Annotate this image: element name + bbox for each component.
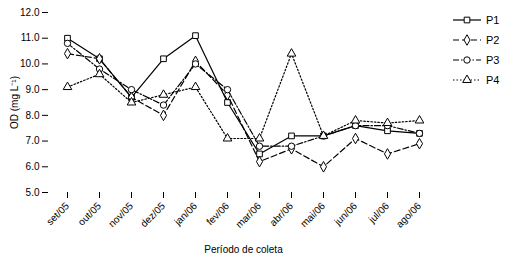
svg-text:dez/05: dez/05 (138, 200, 167, 229)
svg-text:8.0: 8.0 (26, 110, 40, 121)
svg-text:out/05: out/05 (76, 200, 104, 228)
svg-text:Período de coleta: Período de coleta (204, 244, 283, 255)
svg-text:12.0: 12.0 (20, 7, 40, 18)
svg-text:jun/06: jun/06 (331, 200, 359, 228)
svg-text:mar/06: mar/06 (233, 200, 263, 230)
svg-text:OD (mg L⁻¹): OD (mg L⁻¹) (9, 76, 20, 129)
html-text:P4: P4 (486, 74, 500, 86)
svg-text:11.0: 11.0 (21, 32, 40, 43)
svg-text:5.0: 5.0 (26, 187, 40, 198)
svg-text:9.0: 9.0 (26, 84, 40, 95)
svg-text:mai/06: mai/06 (298, 200, 327, 229)
svg-text:6.0: 6.0 (26, 161, 40, 172)
svg-text:7.0: 7.0 (26, 135, 40, 146)
svg-text:jan/06: jan/06 (171, 200, 199, 228)
svg-text:jul/06: jul/06 (366, 200, 392, 226)
html-text:P2: P2 (486, 34, 500, 46)
svg-text:abr/06: abr/06 (267, 200, 295, 228)
svg-text:nov/05: nov/05 (106, 200, 135, 229)
svg-text:set/05: set/05 (44, 200, 71, 227)
svg-text:ago/06: ago/06 (394, 200, 424, 230)
html-text:P3: P3 (486, 54, 500, 66)
svg-text:10.0: 10.0 (20, 58, 40, 69)
svg-text:fev/06: fev/06 (204, 200, 231, 227)
html-text:P1: P1 (486, 14, 500, 26)
